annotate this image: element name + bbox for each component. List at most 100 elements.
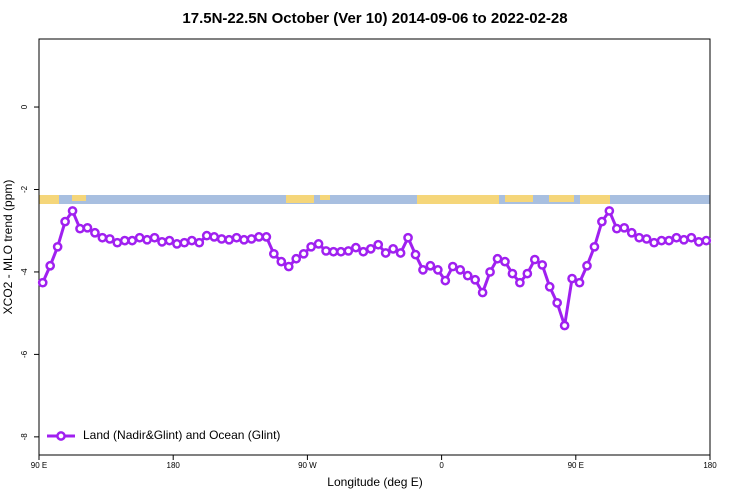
data-point — [567, 273, 577, 284]
data-line — [41, 207, 707, 327]
data-point — [500, 256, 510, 267]
data-point — [179, 237, 190, 248]
data-point — [351, 242, 361, 253]
chart-title: 17.5N-22.5N October (Ver 10) 2014-09-06 … — [182, 10, 567, 27]
data-point — [380, 248, 391, 258]
data-point — [582, 260, 592, 271]
legend-marker — [56, 431, 66, 441]
data-point — [626, 227, 637, 238]
data-point — [298, 248, 309, 259]
data-point — [239, 234, 249, 245]
data-point — [328, 246, 339, 257]
data-point — [574, 277, 585, 288]
data-point — [664, 235, 674, 246]
data-point — [67, 206, 78, 216]
data-point — [470, 274, 480, 285]
data-point — [82, 222, 93, 233]
data-point — [142, 234, 152, 245]
data-point — [433, 265, 443, 275]
data-point — [477, 287, 488, 298]
data-point — [321, 246, 331, 256]
data-point — [679, 234, 689, 245]
data-point — [515, 277, 525, 288]
data-point — [634, 232, 645, 243]
data-point — [485, 267, 495, 277]
y-tick-label: -4 — [20, 268, 29, 276]
data-point — [127, 235, 138, 246]
data-point — [604, 206, 615, 216]
data-point — [112, 237, 123, 248]
data-point — [462, 270, 473, 281]
data-point — [388, 244, 398, 254]
data-point — [261, 232, 272, 242]
data-point — [403, 232, 413, 243]
x-axis-label: Longitude (deg E) — [327, 475, 422, 489]
data-point — [246, 234, 257, 244]
data-point — [455, 265, 466, 275]
data-point — [45, 260, 56, 271]
data-point — [269, 248, 279, 259]
y-tick-label: -6 — [20, 350, 29, 358]
data-point — [447, 261, 458, 272]
data-point — [172, 239, 182, 249]
data-point — [492, 253, 503, 264]
data-point — [224, 234, 234, 245]
data-point — [157, 236, 167, 247]
data-point — [75, 223, 85, 234]
y-tick-label: 0 — [20, 104, 29, 109]
data-point — [358, 246, 369, 257]
data-point — [52, 241, 63, 252]
data-point — [254, 232, 264, 242]
data-point — [201, 230, 212, 241]
data-point — [619, 222, 630, 233]
data-point — [291, 253, 302, 264]
data-point — [37, 277, 48, 288]
data-point — [425, 260, 436, 271]
data-point — [134, 232, 145, 243]
data-point — [60, 216, 70, 227]
data-point — [529, 254, 540, 265]
data-point — [164, 235, 175, 246]
data-point — [671, 232, 682, 243]
legend-label: Land (Nadir&Glint) and Ocean (Glint) — [83, 428, 280, 442]
data-point — [395, 248, 406, 258]
data-point — [313, 239, 324, 249]
data-point — [306, 241, 316, 252]
data-point — [559, 320, 570, 331]
data-point — [276, 256, 287, 267]
data-point — [186, 235, 197, 246]
data-point — [343, 246, 354, 256]
x-tick-label: 90 E — [568, 461, 584, 470]
x-tick-label: 90 E — [31, 461, 47, 470]
data-point — [119, 235, 130, 246]
plot-frame — [38, 38, 711, 456]
data-point — [656, 235, 667, 246]
data-point — [149, 232, 160, 243]
data-point — [410, 249, 421, 260]
data-point — [209, 232, 220, 242]
y-tick-label: -2 — [20, 185, 29, 193]
data-point — [649, 237, 659, 248]
data-point — [373, 239, 384, 250]
data-point — [97, 232, 108, 243]
data-point — [231, 232, 242, 243]
data-point — [365, 244, 376, 254]
data-point — [589, 241, 600, 252]
data-point — [507, 268, 518, 279]
data-point — [418, 265, 428, 275]
data-point — [216, 234, 227, 244]
x-tick-label: 0 — [439, 461, 444, 470]
data-point — [693, 236, 704, 247]
y-tick-label: -8 — [20, 433, 29, 441]
x-tick-label: 90 W — [298, 461, 317, 470]
data-point — [90, 227, 100, 238]
x-tick-label: 180 — [167, 461, 181, 470]
x-tick-label: 180 — [703, 461, 717, 470]
data-point — [611, 223, 622, 234]
data-point — [283, 261, 294, 272]
data-point — [336, 246, 346, 257]
data-point — [522, 268, 533, 279]
y-axis-label: XCO2 - MLO trend (ppm) — [1, 180, 15, 315]
data-point — [440, 275, 451, 286]
